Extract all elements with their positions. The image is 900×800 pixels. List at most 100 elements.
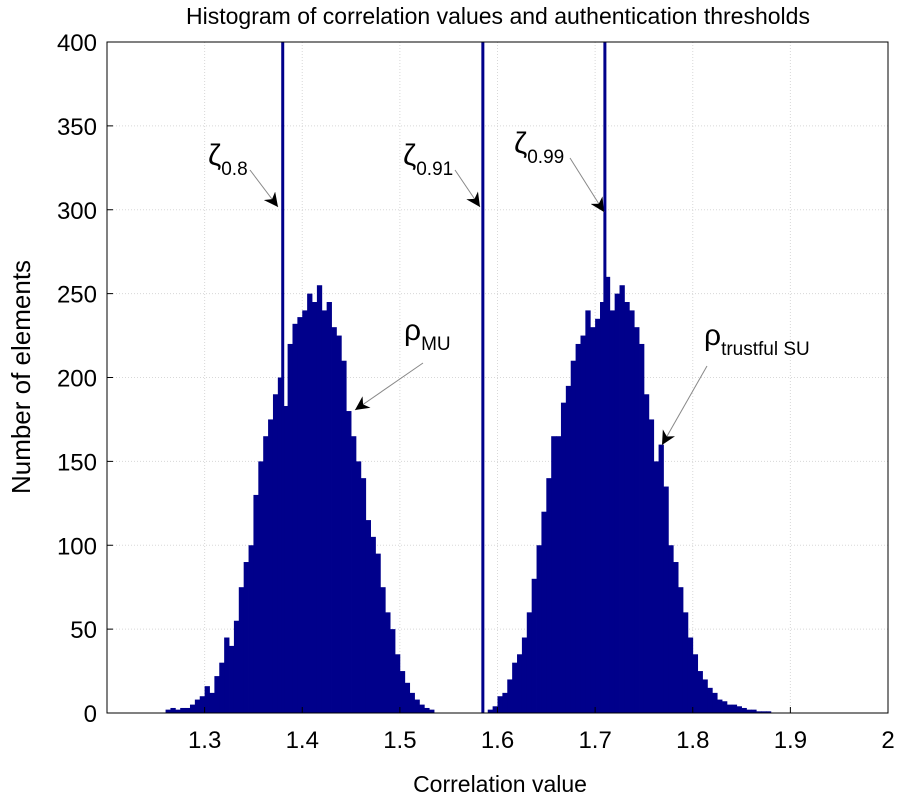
- histogram-bar-rho_trustful_SU: [639, 343, 645, 713]
- histogram-bar-rho_trustful_SU: [702, 679, 708, 713]
- histogram-bar-rho_MU: [394, 654, 401, 713]
- x-tick-label: 1.6: [481, 727, 514, 754]
- histogram-bar-rho_MU: [331, 327, 337, 713]
- histogram-bar-rho_trustful_SU: [580, 335, 586, 713]
- histogram-bar-rho_MU: [224, 637, 230, 713]
- x-tick-label: 1.4: [286, 727, 319, 754]
- histogram-bar-rho_trustful_SU: [746, 709, 752, 713]
- histogram-bar-rho_trustful_SU: [761, 711, 767, 713]
- histogram-bar-rho_MU: [268, 419, 274, 713]
- y-tick-label: 50: [70, 617, 97, 644]
- x-tick-label: 1.5: [383, 727, 416, 754]
- y-tick-label: 150: [57, 449, 97, 476]
- histogram-bar-rho_MU: [272, 394, 279, 713]
- annotation-label: ζ0.99: [514, 127, 564, 168]
- histogram-bar-rho_trustful_SU: [692, 654, 699, 713]
- annotation-arrow: [454, 169, 481, 208]
- grid: [107, 41, 889, 714]
- histogram-bar-rho_MU: [429, 709, 435, 713]
- histogram-bar-rho_MU: [360, 478, 367, 713]
- histogram-bar-rho_trustful_SU: [717, 699, 723, 713]
- histogram-bar-rho_MU: [277, 377, 284, 713]
- histogram-bar-rho_trustful_SU: [653, 461, 659, 713]
- histogram-bar-rho_MU: [321, 310, 328, 713]
- histogram-bar-rho_MU: [258, 461, 264, 713]
- histogram-bar-rho_trustful_SU: [560, 402, 567, 713]
- annotation-arrow: [661, 365, 708, 446]
- annotation-label: ρMU: [404, 314, 451, 355]
- histogram-bar-rho_MU: [297, 317, 303, 713]
- histogram-bar-rho_trustful_SU: [751, 709, 757, 713]
- y-tick-label: 400: [57, 30, 97, 57]
- histogram-bar-rho_MU: [326, 302, 332, 713]
- histogram-bar-rho_MU: [312, 302, 318, 713]
- histogram-bar-rho_trustful_SU: [673, 562, 679, 713]
- x-axis-label: Correlation value: [413, 771, 587, 797]
- histogram-bar-rho_MU: [229, 645, 235, 713]
- histogram-bar-rho_MU: [185, 707, 191, 713]
- histogram-bar-rho_MU: [370, 536, 376, 713]
- y-tick-label: 300: [57, 198, 97, 225]
- histogram-bar-rho_trustful_SU: [726, 704, 733, 713]
- histogram-bar-rho_trustful_SU: [619, 285, 625, 713]
- chart-title: Histogram of correlation values and auth…: [186, 3, 810, 29]
- histogram-bar-rho_MU: [351, 436, 357, 713]
- x-tick-label: 2: [881, 727, 894, 754]
- histogram-bar-rho_trustful_SU: [658, 444, 664, 713]
- histogram-bar-rho_MU: [375, 553, 381, 713]
- histogram-bar-rho_trustful_SU: [736, 706, 742, 713]
- histogram-bar-rho_trustful_SU: [697, 671, 703, 713]
- histogram-bar-rho_trustful_SU: [663, 486, 669, 713]
- histogram-bar-rho_MU: [292, 323, 298, 713]
- bars: [165, 276, 772, 713]
- y-tick-label: 100: [57, 533, 97, 560]
- histogram-bar-rho_MU: [219, 662, 225, 713]
- histogram-bar-rho_trustful_SU: [526, 612, 533, 713]
- histogram-bar-rho_MU: [214, 676, 220, 713]
- histogram-bar-rho_MU: [194, 699, 201, 713]
- y-tick-label: 250: [57, 282, 97, 309]
- histogram-bar-rho_MU: [189, 704, 196, 713]
- histogram-bar-rho_MU: [365, 520, 371, 713]
- x-tick-label: 1.8: [676, 727, 709, 754]
- y-tick-label: 0: [84, 701, 97, 728]
- y-axis-label: Number of elements: [6, 260, 36, 494]
- histogram-bar-rho_trustful_SU: [507, 679, 513, 713]
- annotation-arrow: [249, 169, 279, 208]
- histogram-bar-rho_MU: [233, 620, 240, 713]
- histogram-bar-rho_trustful_SU: [497, 696, 503, 713]
- x-tick-label: 1.7: [578, 727, 611, 754]
- threshold-lines: [281, 42, 607, 713]
- histogram-bar-rho_MU: [302, 310, 308, 713]
- histogram-bar-rho_MU: [414, 699, 420, 713]
- histogram-bar-rho_MU: [253, 494, 259, 713]
- annotation-arrow: [354, 362, 424, 411]
- histogram-bar-rho_trustful_SU: [487, 709, 494, 713]
- histogram-bar-rho_MU: [316, 285, 323, 713]
- histogram-bar-rho_MU: [199, 696, 206, 713]
- histogram-bar-rho_trustful_SU: [546, 478, 552, 713]
- y-axis-ticks: 0 50 100 150 200 250 300 350 400: [57, 30, 113, 728]
- histogram-bar-rho_trustful_SU: [712, 692, 718, 713]
- histogram-bar-rho_trustful_SU: [590, 327, 596, 713]
- x-tick-label: 1.9: [774, 727, 807, 754]
- histogram-bar-rho_MU: [180, 707, 186, 713]
- histogram-bar-rho_trustful_SU: [648, 419, 655, 713]
- histogram-bar-rho_trustful_SU: [624, 302, 630, 713]
- histogram-bar-rho_MU: [170, 707, 176, 713]
- histogram-bar-rho_trustful_SU: [502, 692, 508, 713]
- histogram-bar-rho_trustful_SU: [575, 343, 581, 713]
- histogram-bar-rho_MU: [204, 686, 210, 713]
- histogram-bar-rho_MU: [209, 692, 215, 713]
- annotations: ζ0.8 ζ0.91 ζ0.99 ρMU ρtrustful SU: [208, 127, 810, 446]
- histogram-bar-rho_MU: [424, 707, 430, 713]
- histogram-bar-rho_MU: [404, 682, 411, 713]
- histogram-bar-rho_trustful_SU: [556, 436, 562, 713]
- annotation-label: ρtrustful SU: [704, 319, 810, 360]
- y-tick-label: 350: [57, 114, 97, 141]
- histogram-bar-rho_trustful_SU: [765, 711, 772, 713]
- annotation-arrow: [569, 157, 605, 213]
- histogram-bar-rho_MU: [287, 343, 293, 713]
- y-tick-label: 200: [57, 366, 97, 393]
- x-tick-label: 1.3: [188, 727, 221, 754]
